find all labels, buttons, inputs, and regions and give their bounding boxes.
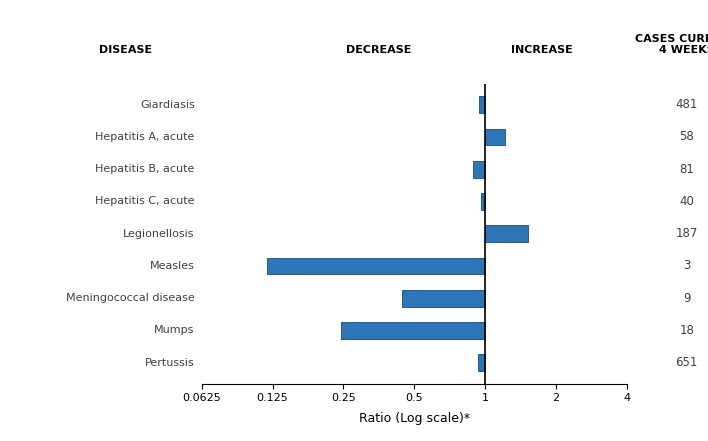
Text: Hepatitis B, acute: Hepatitis B, acute [96, 164, 195, 174]
Text: Pertussis: Pertussis [145, 358, 195, 368]
Text: 651: 651 [675, 356, 698, 369]
Text: 9: 9 [683, 292, 690, 305]
Text: DECREASE: DECREASE [346, 45, 411, 55]
Text: Mumps: Mumps [154, 325, 195, 336]
Text: 81: 81 [679, 163, 695, 176]
Bar [472, 161, 485, 178]
Bar [341, 322, 485, 339]
Text: 187: 187 [675, 227, 698, 240]
Text: 4 WEEKS: 4 WEEKS [659, 45, 708, 55]
Bar [485, 129, 506, 146]
Text: Hepatitis A, acute: Hepatitis A, acute [96, 132, 195, 142]
Text: Hepatitis C, acute: Hepatitis C, acute [95, 197, 195, 206]
Text: Giardiasis: Giardiasis [140, 100, 195, 110]
Bar [267, 258, 485, 274]
Bar [485, 225, 527, 242]
Text: Meningococcal disease: Meningococcal disease [66, 293, 195, 303]
Bar [479, 97, 485, 113]
Text: 40: 40 [679, 195, 695, 208]
Text: 3: 3 [683, 259, 690, 273]
Bar [481, 193, 485, 210]
Text: 18: 18 [679, 324, 695, 337]
X-axis label: Ratio (Log scale)*: Ratio (Log scale)* [359, 412, 469, 425]
Text: Measles: Measles [150, 261, 195, 271]
Text: 481: 481 [675, 98, 698, 111]
Bar [478, 354, 485, 371]
Text: CASES CURRENT: CASES CURRENT [635, 34, 708, 44]
Text: DISEASE: DISEASE [99, 45, 152, 55]
Bar [402, 290, 485, 306]
Text: INCREASE: INCREASE [510, 45, 573, 55]
Text: 58: 58 [680, 131, 694, 143]
Text: Legionellosis: Legionellosis [123, 229, 195, 239]
